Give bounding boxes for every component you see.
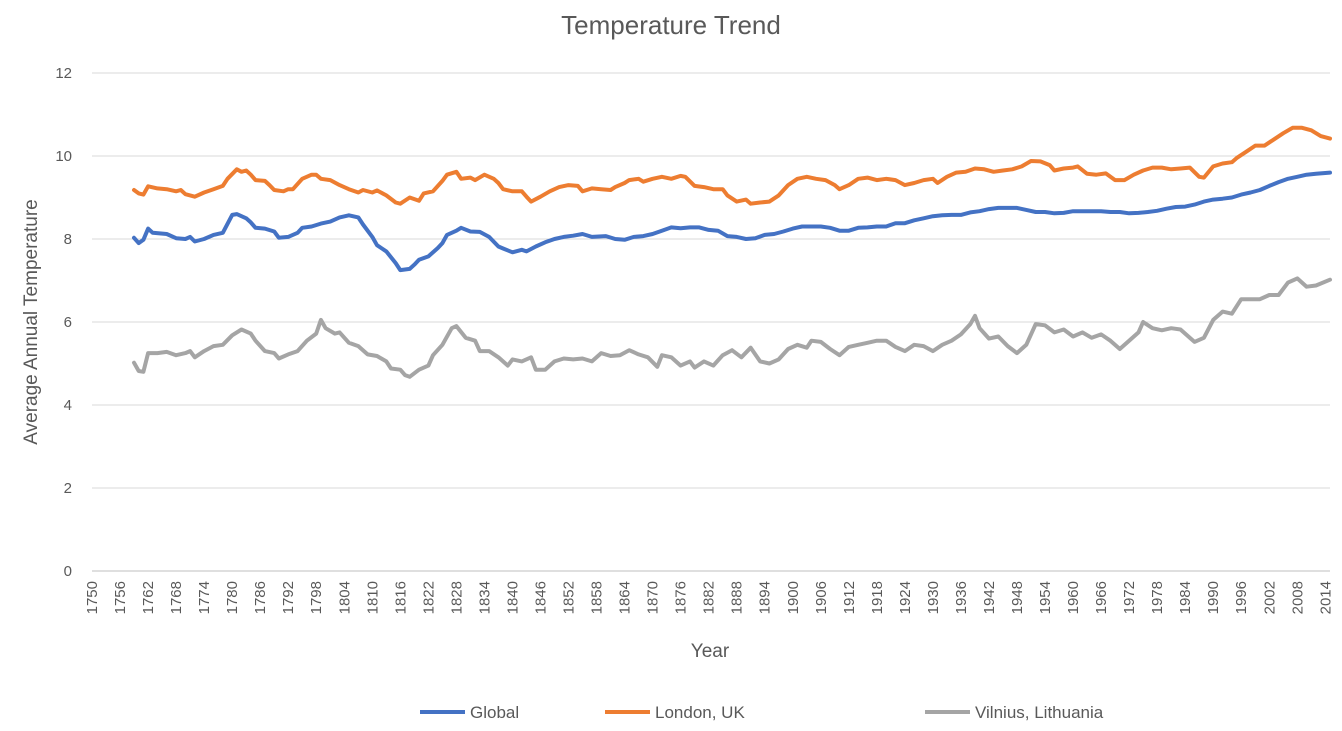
x-tick-label: 2002	[1261, 581, 1278, 614]
x-tick-label: 1984	[1177, 581, 1194, 614]
series-line-vilnius-lithuania	[132, 276, 1332, 379]
x-tick-label: 1858	[589, 581, 606, 614]
y-tick-label: 8	[64, 231, 72, 248]
x-tick-label: 1876	[673, 581, 690, 614]
y-tick-label: 12	[55, 65, 72, 82]
x-tick-label: 1840	[504, 581, 521, 614]
y-tick-label: 6	[64, 314, 72, 331]
x-tick-label: 1906	[813, 581, 830, 614]
y-tick-label: 0	[64, 563, 72, 580]
x-tick-label: 1894	[757, 581, 774, 614]
x-tick-label: 1810	[364, 581, 381, 614]
y-axis-ticks: 0 2 4 6 8 10 12	[55, 65, 72, 580]
y-tick-label: 10	[55, 148, 72, 165]
x-tick-label: 1912	[841, 581, 858, 614]
series-line-london-uk	[132, 125, 1332, 206]
x-tick-label: 1780	[224, 581, 241, 614]
x-tick-label: 1930	[925, 581, 942, 614]
x-tick-label: 1972	[1121, 581, 1138, 614]
legend-item: London, UK	[605, 703, 745, 722]
x-tick-label: 1870	[645, 581, 662, 614]
x-tick-label: 1768	[168, 581, 185, 614]
series-lines	[132, 125, 1332, 379]
x-tick-label: 1774	[196, 581, 213, 614]
x-tick-label: 1816	[392, 581, 409, 614]
x-tick-label: 1948	[1009, 581, 1026, 614]
x-tick-label: 2014	[1317, 581, 1334, 614]
x-tick-label: 1900	[785, 581, 802, 614]
x-tick-label: 1804	[336, 581, 353, 614]
legend-item: Vilnius, Lithuania	[925, 703, 1104, 722]
x-tick-label: 1798	[308, 581, 325, 614]
chart-title: Temperature Trend	[561, 10, 781, 40]
x-tick-label: 1936	[953, 581, 970, 614]
x-tick-label: 1978	[1149, 581, 1166, 614]
legend-item: Global	[420, 703, 519, 722]
x-tick-label: 1762	[140, 581, 157, 614]
x-tick-label: 1864	[617, 581, 634, 614]
x-tick-label: 1852	[561, 581, 578, 614]
x-tick-label: 1834	[476, 581, 493, 614]
x-tick-label: 1990	[1205, 581, 1222, 614]
x-tick-label: 1954	[1037, 581, 1054, 614]
y-tick-label: 4	[64, 397, 72, 414]
x-axis-title: Year	[691, 641, 730, 662]
x-tick-label: 1918	[869, 581, 886, 614]
x-tick-label: 1756	[112, 581, 129, 614]
legend: Global London, UK Vilnius, Lithuania	[420, 703, 1104, 722]
series-line-global	[132, 170, 1332, 273]
x-tick-label: 1942	[981, 581, 998, 614]
x-tick-label: 2008	[1289, 581, 1306, 614]
x-tick-label: 1786	[252, 581, 269, 614]
x-tick-label: 1822	[420, 581, 437, 614]
x-tick-label: 1996	[1233, 581, 1250, 614]
legend-label: Vilnius, Lithuania	[975, 703, 1104, 722]
x-tick-label: 1792	[280, 581, 297, 614]
y-tick-label: 2	[64, 480, 72, 497]
x-tick-label: 1966	[1093, 581, 1110, 614]
x-axis-ticks: 1750 1756 1762 1768 1774 1780 1786 1792 1798 1804…	[84, 581, 1334, 614]
x-tick-label: 1828	[448, 581, 465, 614]
x-tick-label: 1960	[1065, 581, 1082, 614]
y-axis-title: Average Annual Temperature	[21, 199, 42, 444]
x-tick-label: 1888	[729, 581, 746, 614]
x-tick-label: 1846	[532, 581, 549, 614]
legend-label: London, UK	[655, 703, 745, 722]
x-tick-label: 1750	[84, 581, 101, 614]
legend-label: Global	[470, 703, 519, 722]
gridlines	[92, 72, 1330, 572]
x-tick-label: 1882	[701, 581, 718, 614]
x-tick-label: 1924	[897, 581, 914, 614]
